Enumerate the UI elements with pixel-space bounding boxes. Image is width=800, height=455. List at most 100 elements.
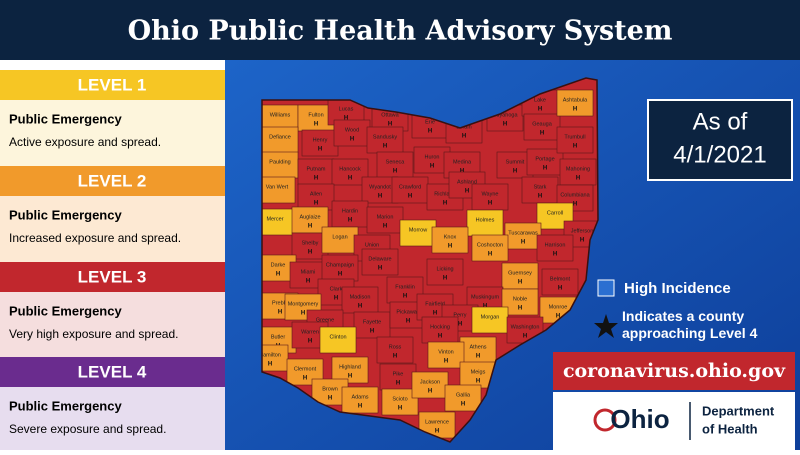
county-name: Union xyxy=(365,242,379,248)
logo-o-ring xyxy=(593,408,617,432)
county-name: Pickaway xyxy=(396,309,419,315)
level-bar xyxy=(0,262,225,292)
county xyxy=(399,219,437,247)
county-name: Warren xyxy=(301,329,319,335)
high-incidence-mark: H xyxy=(344,116,348,122)
county-name: Meigs xyxy=(471,369,486,375)
county-name: Morrow xyxy=(409,227,427,233)
high-incidence-mark: H xyxy=(573,144,577,150)
high-incidence-mark: H xyxy=(513,169,517,175)
high-incidence-mark: H xyxy=(314,122,318,128)
high-incidence-mark: H xyxy=(303,376,307,382)
county-name: Huron xyxy=(425,154,440,160)
high-incidence-mark: H xyxy=(338,272,342,278)
county-name: Lorain xyxy=(456,124,471,130)
date-box xyxy=(647,99,793,181)
high-incidence-swatch xyxy=(597,279,615,297)
website: coronavirus.ohio.gov xyxy=(563,360,786,382)
high-incidence-mark: H xyxy=(428,129,432,135)
county-name: Ashland xyxy=(457,179,477,185)
county-name: Clermont xyxy=(294,366,317,372)
level-label: LEVEL 2 xyxy=(78,171,147,190)
county-name: Columbiana xyxy=(560,192,590,198)
high-incidence-mark: H xyxy=(488,252,492,258)
high-incidence-mark: H xyxy=(430,164,434,170)
county-name: Scioto xyxy=(392,396,407,402)
high-incidence-mark: H xyxy=(328,396,332,402)
county-name: Hocking xyxy=(430,324,450,330)
high-incidence-mark: H xyxy=(306,279,310,285)
legend-approaching-box: Indicates a county approaching Level 4 xyxy=(622,308,757,341)
high-incidence-mark: H xyxy=(553,252,557,258)
high-incidence-mark: H xyxy=(461,402,465,408)
high-incidence-mark: H xyxy=(308,250,312,256)
county xyxy=(471,306,509,334)
level-label: LEVEL 4 xyxy=(78,362,147,381)
county-name: Butler xyxy=(271,334,286,340)
county-name: Crawford xyxy=(399,184,421,190)
county xyxy=(526,148,564,176)
high-incidence-mark: H xyxy=(443,276,447,282)
level-label: LEVEL 3 xyxy=(78,267,147,286)
county-name: Highland xyxy=(339,364,361,370)
county-name: Adams xyxy=(351,394,368,400)
county-name: Miami xyxy=(301,269,316,275)
county-name: Morgan xyxy=(481,314,500,320)
county-name: Hancock xyxy=(339,166,361,172)
county-name: Wyandot xyxy=(369,184,391,190)
county-name: Franklin xyxy=(395,284,415,290)
level-heading: Public Emergency xyxy=(9,111,122,126)
title: Ohio Public Health Advisory System xyxy=(128,16,673,47)
high-incidence-mark: H xyxy=(488,201,492,207)
high-incidence-mark: H xyxy=(383,144,387,150)
county xyxy=(427,341,465,369)
county xyxy=(331,200,369,228)
county-name: Delaware xyxy=(368,256,391,262)
county-name: Ottawa xyxy=(381,112,399,118)
high-incidence-mark: H xyxy=(458,322,462,328)
county xyxy=(262,176,296,204)
high-incidence-mark: H xyxy=(476,379,480,385)
high-incidence-mark: H xyxy=(443,201,447,207)
high-incidence-mark: H xyxy=(576,176,580,182)
county-name: Carroll xyxy=(547,210,563,216)
level-description: Severe exposure and spread. xyxy=(9,422,166,436)
high-incidence-mark: H xyxy=(538,194,542,200)
high-incidence-mark: H xyxy=(314,176,318,182)
county-name: Harrison xyxy=(545,242,566,248)
high-incidence-mark: H xyxy=(278,310,282,316)
county-name: Marion xyxy=(377,214,394,220)
county xyxy=(361,248,399,276)
logo-of-health: of Health xyxy=(702,421,758,436)
high-incidence-mark: H xyxy=(308,224,312,230)
county-name: Perry xyxy=(453,312,466,318)
county-name: Summit xyxy=(506,159,525,165)
county xyxy=(411,371,449,399)
county-name: Defiance xyxy=(269,134,291,140)
high-incidence-mark: H xyxy=(276,272,280,278)
high-incidence-mark: H xyxy=(543,166,547,172)
county-name: Pike xyxy=(393,371,404,377)
high-incidence-mark: H xyxy=(523,334,527,340)
level-heading: Public Emergency xyxy=(9,398,122,413)
county xyxy=(262,208,294,236)
county-name: Mercer xyxy=(266,216,283,222)
county-name: Holmes xyxy=(476,217,495,223)
county xyxy=(331,356,369,384)
high-incidence-mark: H xyxy=(403,294,407,300)
level-box xyxy=(0,196,225,262)
high-incidence-mark: H xyxy=(438,334,442,340)
header-bar xyxy=(0,0,800,60)
high-incidence-mark: H xyxy=(448,244,452,250)
county xyxy=(444,384,482,412)
county-name: Monroe xyxy=(549,304,568,310)
level-description: Very high exposure and spread. xyxy=(9,327,178,341)
county-name: Montgomery xyxy=(288,301,319,307)
high-incidence-mark: H xyxy=(358,304,362,310)
high-incidence-mark: H xyxy=(460,169,464,175)
county-name: Lucas xyxy=(339,106,354,112)
county-name: Wood xyxy=(345,127,359,133)
county xyxy=(262,126,299,154)
high-incidence-mark: H xyxy=(580,238,584,244)
county-name: Van Wert xyxy=(266,184,289,190)
